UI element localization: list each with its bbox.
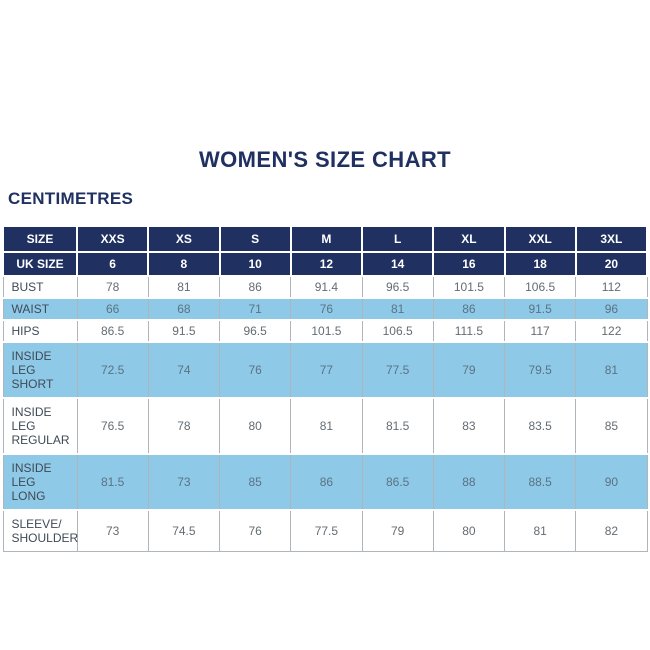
measurement-cell: 79 bbox=[361, 509, 434, 552]
measurement-cell: 88 bbox=[432, 453, 506, 511]
measurement-cell: 81 bbox=[575, 341, 648, 399]
header-cell: XL bbox=[432, 225, 506, 253]
measurement-cell: 106.5 bbox=[503, 275, 577, 299]
measurement-cell: 78 bbox=[76, 275, 149, 299]
measurement-cell: 77 bbox=[290, 341, 363, 399]
measurement-cell: 80 bbox=[218, 397, 292, 455]
header-cell: S bbox=[218, 225, 292, 253]
size-chart-table: SIZE XXS XS S M L XL XXL 3XL UK SIZE 6 8 10 12 14 16 18 2… bbox=[2, 225, 649, 552]
header-cell: 20 bbox=[574, 251, 649, 277]
measurement-cell: 79.5 bbox=[503, 341, 577, 399]
measurement-cell: 81 bbox=[361, 297, 434, 321]
header-cell: 3XL bbox=[574, 225, 649, 253]
table-row: HIPS 86.5 91.5 96.5 101.5 106.5 111.5 117 122 bbox=[2, 319, 648, 343]
header-cell: 8 bbox=[147, 251, 221, 277]
measurement-cell: 76 bbox=[218, 341, 292, 399]
measurement-cell: 86.5 bbox=[361, 453, 434, 511]
row-label: INSIDE LEG REGULAR bbox=[2, 397, 78, 455]
table-row: BUST 78 81 86 91.4 96.5 101.5 106.5 112 bbox=[2, 275, 648, 299]
header-cell: 18 bbox=[503, 251, 577, 277]
measurement-cell: 96.5 bbox=[361, 275, 434, 299]
header-cell: 10 bbox=[218, 251, 292, 277]
measurement-cell: 83 bbox=[432, 397, 506, 455]
header-cell: M bbox=[289, 225, 364, 253]
row-label: WAIST bbox=[2, 297, 78, 321]
measurement-cell: 86 bbox=[218, 275, 292, 299]
measurement-cell: 122 bbox=[575, 319, 648, 343]
measurement-cell: 81 bbox=[290, 397, 363, 455]
measurement-cell: 106.5 bbox=[361, 319, 434, 343]
header-cell: 16 bbox=[432, 251, 506, 277]
page-title: WOMEN'S SIZE CHART bbox=[199, 147, 451, 172]
table-body: BUST 78 81 86 91.4 96.5 101.5 106.5 112 WAIST 66 68… bbox=[2, 275, 648, 552]
measurement-cell: 81 bbox=[503, 509, 577, 552]
measurement-cell: 96.5 bbox=[218, 319, 292, 343]
measurement-cell: 82 bbox=[575, 509, 648, 552]
header-row-size: SIZE XXS XS S M L XL XXL 3XL bbox=[2, 225, 649, 253]
measurement-cell: 101.5 bbox=[432, 275, 506, 299]
measurement-cell: 85 bbox=[218, 453, 292, 511]
measurement-cell: 86 bbox=[290, 453, 363, 511]
table-row: WAIST 66 68 71 76 81 86 91.5 96 bbox=[2, 297, 648, 321]
header-row-label: UK SIZE bbox=[2, 251, 78, 277]
measurement-cell: 117 bbox=[503, 319, 577, 343]
measurement-cell: 101.5 bbox=[290, 319, 363, 343]
measurement-cell: 74 bbox=[147, 341, 221, 399]
measurement-cell: 91.5 bbox=[503, 297, 577, 321]
measurement-cell: 85 bbox=[575, 397, 648, 455]
header-cell: XXL bbox=[503, 225, 577, 253]
measurement-cell: 81 bbox=[147, 275, 221, 299]
table-row: SLEEVE/ SHOULDER 73 74.5 76 77.5 79 80 81 82 bbox=[2, 509, 648, 552]
measurement-cell: 74.5 bbox=[147, 509, 221, 552]
table-row: INSIDE LEG REGULAR 76.5 78 80 81 81.5 83 83.5 85 bbox=[2, 397, 648, 455]
measurement-cell: 71 bbox=[218, 297, 292, 321]
table-row: INSIDE LEG SHORT 72.5 74 76 77 77.5 79 79.5 81 bbox=[2, 341, 648, 399]
measurement-cell: 77.5 bbox=[290, 509, 363, 552]
measurement-cell: 76 bbox=[218, 509, 292, 552]
header-cell: 12 bbox=[289, 251, 364, 277]
measurement-cell: 81.5 bbox=[76, 453, 149, 511]
measurement-cell: 76.5 bbox=[76, 397, 149, 455]
measurement-cell: 90 bbox=[575, 453, 648, 511]
measurement-cell: 78 bbox=[147, 397, 221, 455]
header-cell: 14 bbox=[360, 251, 435, 277]
measurement-cell: 73 bbox=[147, 453, 221, 511]
measurement-cell: 86.5 bbox=[76, 319, 149, 343]
row-label: INSIDE LEG LONG bbox=[2, 453, 78, 511]
measurement-cell: 73 bbox=[76, 509, 149, 552]
measurement-cell: 96 bbox=[575, 297, 648, 321]
table-header: SIZE XXS XS S M L XL XXL 3XL UK SIZE 6 8 10 12 14 16 18 2… bbox=[2, 225, 649, 277]
measurement-cell: 76 bbox=[290, 297, 363, 321]
table-row: INSIDE LEG LONG 81.5 73 85 86 86.5 88 88.5 90 bbox=[2, 453, 648, 511]
unit-label: CENTIMETRES bbox=[8, 189, 134, 208]
measurement-cell: 91.4 bbox=[290, 275, 363, 299]
row-label: SLEEVE/ SHOULDER bbox=[2, 509, 78, 552]
header-row-label: SIZE bbox=[2, 225, 78, 253]
measurement-cell: 112 bbox=[575, 275, 648, 299]
measurement-cell: 88.5 bbox=[503, 453, 577, 511]
measurement-cell: 80 bbox=[432, 509, 506, 552]
row-label: HIPS bbox=[2, 319, 78, 343]
header-cell: 6 bbox=[75, 251, 150, 277]
measurement-cell: 79 bbox=[432, 341, 506, 399]
measurement-cell: 86 bbox=[432, 297, 506, 321]
row-label: BUST bbox=[2, 275, 78, 299]
measurement-cell: 111.5 bbox=[432, 319, 506, 343]
measurement-cell: 66 bbox=[76, 297, 149, 321]
header-cell: L bbox=[360, 225, 435, 253]
header-cell: XXS bbox=[75, 225, 150, 253]
measurement-cell: 77.5 bbox=[361, 341, 434, 399]
row-label: INSIDE LEG SHORT bbox=[2, 341, 78, 399]
measurement-cell: 83.5 bbox=[503, 397, 577, 455]
measurement-cell: 91.5 bbox=[147, 319, 221, 343]
header-row-uk-size: UK SIZE 6 8 10 12 14 16 18 20 bbox=[2, 251, 649, 277]
measurement-cell: 68 bbox=[147, 297, 221, 321]
measurement-cell: 72.5 bbox=[76, 341, 149, 399]
measurement-cell: 81.5 bbox=[361, 397, 434, 455]
header-cell: XS bbox=[147, 225, 221, 253]
